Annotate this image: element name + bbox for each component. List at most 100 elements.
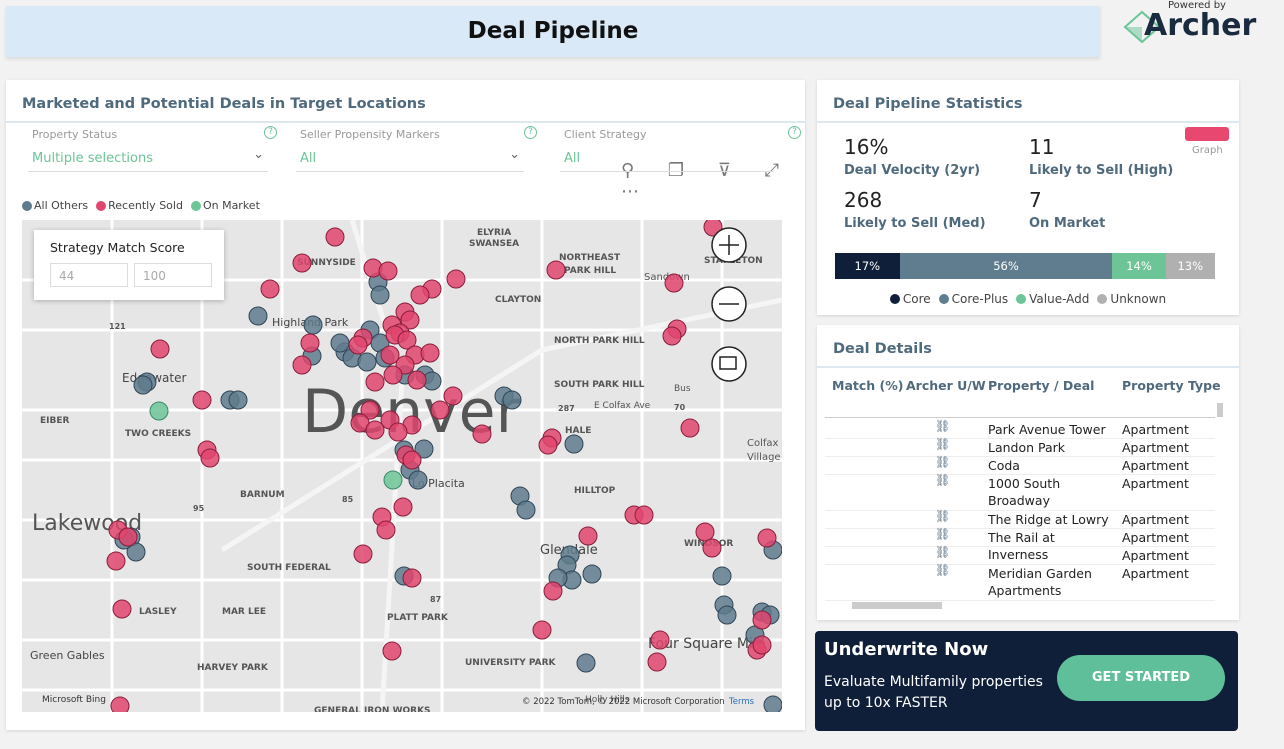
- map-dot: [357, 352, 377, 372]
- uw-link-icon[interactable]: ⛓: [935, 527, 951, 541]
- filter-dropdown[interactable]: All ⌄: [296, 147, 524, 172]
- strategy-bar: 17% 56% 14% 13%: [835, 253, 1215, 279]
- legend-label: Unknown: [1110, 292, 1167, 306]
- map-terms: Terms: [728, 697, 755, 707]
- legend: All Others Recently Sold On Market: [22, 199, 260, 212]
- map-dot: [763, 695, 782, 712]
- legend-swatch: [1097, 294, 1108, 304]
- uw-link-icon[interactable]: ⛓: [935, 455, 951, 469]
- get-started-button[interactable]: GET STARTED: [1057, 655, 1225, 701]
- map-dot: [126, 542, 146, 562]
- map-dot: [149, 401, 169, 421]
- map-label: HALE: [565, 426, 591, 436]
- filter-dropdown[interactable]: All: [560, 147, 774, 172]
- score-max[interactable]: 100: [134, 263, 212, 287]
- map-label: HILLTOP: [574, 486, 616, 496]
- score-min[interactable]: 44: [50, 263, 128, 287]
- property-name: The Ridge at Lowry: [988, 512, 1109, 527]
- map-dot: [752, 610, 772, 630]
- stat-label: Deal Velocity (2yr): [844, 163, 981, 178]
- property-type: Apartment: [1122, 548, 1189, 563]
- column-header: Property / Deal: [988, 378, 1095, 393]
- map-dot: [370, 285, 390, 305]
- legend-swatch: [22, 200, 32, 211]
- h-scrollbar[interactable]: [852, 602, 942, 609]
- map-dot: [695, 522, 715, 542]
- v-scrollbar[interactable]: [1217, 403, 1223, 417]
- map-dot: [582, 564, 602, 584]
- column-header: Property Type: [1122, 378, 1221, 393]
- map-label: Four Square Mile: [648, 636, 765, 652]
- promo-banner: Underwrite Now Evaluate Multifamily prop…: [815, 631, 1238, 731]
- map-dot: [532, 620, 552, 640]
- toggle-label: Graph: [1192, 145, 1223, 156]
- map-dot: [443, 386, 463, 406]
- stats-panel: Deal Pipeline Statistics Graph 17% 56% 14%…: [817, 80, 1239, 315]
- row-divider: [825, 546, 1215, 547]
- map-label: EIBER: [40, 416, 70, 426]
- map-dot: [662, 326, 682, 346]
- map-dot: [757, 528, 777, 548]
- uw-link-icon[interactable]: ⛓: [935, 563, 951, 577]
- map-dot: [348, 335, 368, 355]
- legend-item: On Market: [190, 199, 260, 212]
- map-dot: [564, 434, 584, 454]
- map-dot: [380, 345, 400, 365]
- column-header: Archer U/W: [906, 378, 986, 393]
- legend-swatch: [190, 200, 201, 211]
- map-dot: [382, 641, 402, 661]
- map-dot: [576, 653, 596, 673]
- map-label: SOUTH PARK HILL: [554, 380, 645, 390]
- map-dot: [717, 605, 737, 625]
- map-dot: [712, 566, 732, 586]
- map-attribution: © 2022 TomTom, © 2022 Microsoft Corporat…: [522, 697, 725, 707]
- powered-by: Powered by: [1168, 0, 1226, 11]
- map-label: NORTHEAST: [559, 253, 621, 263]
- uw-link-icon[interactable]: ⛓: [935, 545, 951, 559]
- filter-dropdown[interactable]: Multiple selections ⌄: [28, 147, 268, 172]
- map-dot: [260, 279, 280, 299]
- map-label: HARVEY PARK: [197, 663, 269, 673]
- divider: [817, 366, 1239, 368]
- header-banner: Deal Pipeline: [6, 6, 1100, 57]
- row-divider: [825, 528, 1215, 529]
- legend-swatch: [938, 294, 949, 304]
- map-dot: [400, 310, 420, 330]
- select-area[interactable]: [711, 346, 747, 382]
- map-label: GENERAL IRON WORKS: [314, 706, 431, 712]
- map-label: UNIVERSITY PARK: [465, 658, 557, 668]
- panel-title: Deal Pipeline Statistics: [833, 96, 1023, 112]
- uw-link-icon[interactable]: ⛓: [935, 509, 951, 523]
- row-divider: [825, 510, 1215, 511]
- map-dot: [292, 253, 312, 273]
- bar-segment: 17%: [835, 253, 900, 279]
- graph-toggle[interactable]: [1185, 127, 1229, 141]
- map-dot: [538, 435, 558, 455]
- legend-item: Recently Sold: [96, 199, 183, 212]
- uw-link-icon[interactable]: ⛓: [935, 473, 951, 487]
- map-label: MAR LEE: [222, 607, 266, 617]
- map-dot: [430, 400, 450, 420]
- map-label: CLAYTON: [495, 295, 541, 305]
- map-dots: [106, 220, 782, 712]
- property-type: Apartment: [1122, 566, 1189, 581]
- map-label: Holly Hills: [585, 695, 630, 705]
- property-name: Meridian Garden Apartments: [988, 566, 1092, 598]
- legend-item: Unknown: [1097, 292, 1166, 306]
- map-dot: [325, 227, 345, 247]
- panel-title: Deal Details: [833, 341, 932, 357]
- filter-help: ?: [524, 126, 537, 139]
- map-dot: [292, 355, 312, 375]
- map-label: PARK HILL: [564, 266, 616, 276]
- map-dot: [383, 365, 403, 385]
- uw-link-icon[interactable]: ⛓: [935, 437, 951, 451]
- segment-label: 14%: [1126, 259, 1152, 273]
- map-dot: [112, 599, 132, 619]
- map-label: Green Gables: [30, 649, 105, 662]
- legend-swatch: [1016, 294, 1027, 304]
- stat-label: Likely to Sell (High): [1029, 163, 1174, 178]
- row-divider: [825, 456, 1215, 457]
- uw-link-icon[interactable]: ⛓: [935, 419, 951, 433]
- dropdown-arrow: ⌄: [509, 147, 520, 162]
